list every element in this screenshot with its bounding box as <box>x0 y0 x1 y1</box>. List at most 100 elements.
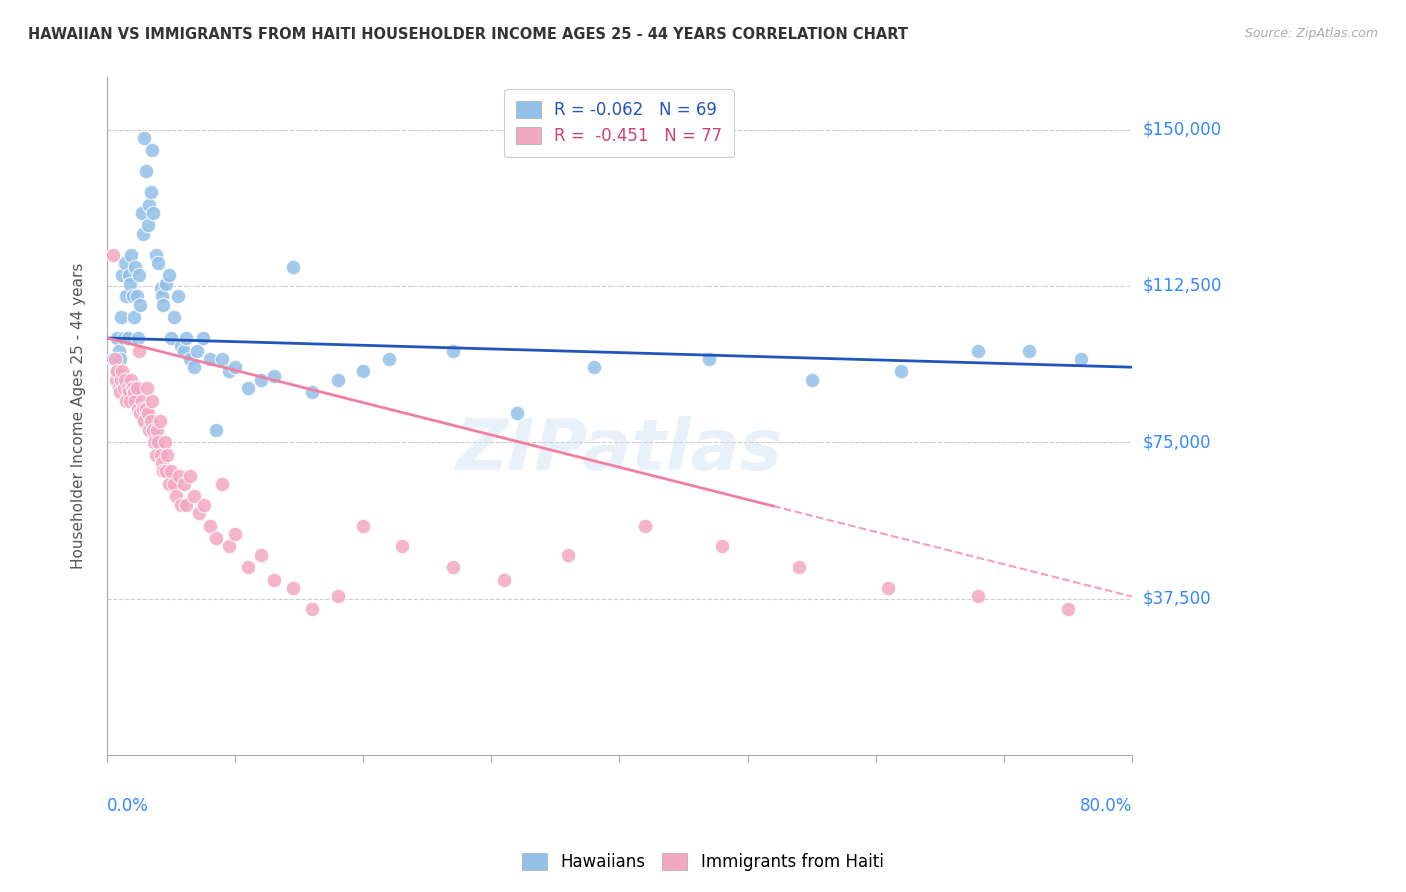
Point <box>166 289 188 303</box>
Point <box>236 381 259 395</box>
Point <box>163 477 186 491</box>
Point <box>145 448 167 462</box>
Point <box>138 423 160 437</box>
Point <box>263 368 285 383</box>
Point <box>326 590 349 604</box>
Point <box>112 381 135 395</box>
Point <box>114 373 136 387</box>
Point <box>115 393 138 408</box>
Point <box>193 498 215 512</box>
Point <box>155 277 177 291</box>
Point <box>352 364 374 378</box>
Point <box>236 560 259 574</box>
Text: $75,000: $75,000 <box>1143 434 1212 451</box>
Text: $112,500: $112,500 <box>1143 277 1222 295</box>
Point <box>139 185 162 199</box>
Point <box>128 343 150 358</box>
Point <box>148 435 170 450</box>
Point <box>149 448 172 462</box>
Point <box>111 364 134 378</box>
Point <box>111 268 134 283</box>
Point <box>146 423 169 437</box>
Point <box>103 351 125 366</box>
Point <box>191 331 214 345</box>
Legend: Hawaiians, Immigrants from Haiti: Hawaiians, Immigrants from Haiti <box>515 845 891 880</box>
Point <box>129 298 152 312</box>
Point <box>179 351 201 366</box>
Point <box>120 277 142 291</box>
Point <box>211 351 233 366</box>
Point <box>494 573 516 587</box>
Y-axis label: Householder Income Ages 25 - 44 years: Householder Income Ages 25 - 44 years <box>72 263 86 569</box>
Point <box>117 331 139 345</box>
Point <box>108 351 131 366</box>
Point <box>139 414 162 428</box>
Point <box>118 385 141 400</box>
Point <box>124 393 146 408</box>
Point <box>142 423 165 437</box>
Point <box>170 339 193 353</box>
Point <box>141 393 163 408</box>
Point <box>163 310 186 325</box>
Point <box>183 490 205 504</box>
Point <box>1070 351 1092 366</box>
Point <box>128 268 150 283</box>
Point <box>205 423 228 437</box>
Point <box>120 393 142 408</box>
Point <box>125 381 148 395</box>
Point <box>150 456 173 470</box>
Point <box>127 401 149 416</box>
Point <box>205 531 228 545</box>
Point <box>281 260 304 274</box>
Point <box>877 581 900 595</box>
Point <box>124 260 146 274</box>
Point <box>110 310 132 325</box>
Point <box>301 602 323 616</box>
Point <box>157 268 180 283</box>
Point <box>165 490 187 504</box>
Point <box>224 527 246 541</box>
Point <box>218 540 240 554</box>
Point <box>211 477 233 491</box>
Point <box>107 343 129 358</box>
Point <box>148 256 170 270</box>
Point <box>224 360 246 375</box>
Point <box>787 560 810 574</box>
Point <box>105 373 128 387</box>
Point <box>129 406 152 420</box>
Point <box>105 331 128 345</box>
Point <box>110 373 132 387</box>
Point <box>105 364 128 378</box>
Point <box>127 331 149 345</box>
Point <box>263 573 285 587</box>
Point <box>800 373 823 387</box>
Point <box>121 289 143 303</box>
Point <box>145 247 167 261</box>
Text: 80.0%: 80.0% <box>1080 797 1132 814</box>
Point <box>249 373 271 387</box>
Point <box>176 331 198 345</box>
Point <box>183 360 205 375</box>
Point <box>150 289 173 303</box>
Point <box>157 477 180 491</box>
Point <box>391 540 413 554</box>
Text: $37,500: $37,500 <box>1143 590 1212 607</box>
Point <box>378 351 401 366</box>
Point <box>118 268 141 283</box>
Point <box>441 343 464 358</box>
Point <box>249 548 271 562</box>
Point <box>155 464 177 478</box>
Point <box>134 164 156 178</box>
Point <box>117 381 139 395</box>
Point <box>134 401 156 416</box>
Point <box>143 435 166 450</box>
Point <box>135 381 157 395</box>
Point <box>188 506 211 520</box>
Point <box>218 364 240 378</box>
Point <box>132 401 155 416</box>
Point <box>136 406 159 420</box>
Point <box>152 298 174 312</box>
Point <box>156 448 179 462</box>
Point <box>142 206 165 220</box>
Point <box>160 464 183 478</box>
